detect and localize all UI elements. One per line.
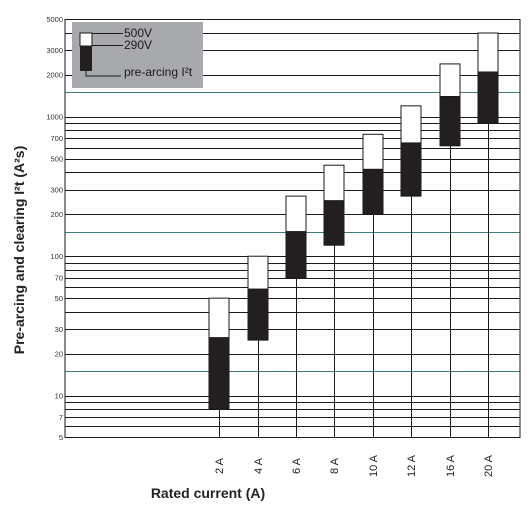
legend-clearing-swatch xyxy=(79,32,93,47)
x-tick-label: 4 A xyxy=(253,457,265,474)
x-tick-label: 8 A xyxy=(329,457,341,474)
x-axis-label: Rated current (A) xyxy=(151,485,265,501)
bar-pre-arcing-12a xyxy=(400,142,422,197)
y-tick-label: 500 xyxy=(50,155,63,164)
legend: 500V 290V pre-arcing I²t xyxy=(72,22,203,88)
bar-pre-arcing-2a xyxy=(208,337,230,410)
bar-clearing-4a xyxy=(247,255,269,290)
bar-pre-arcing-20a xyxy=(477,71,499,124)
y-tick-label: 20 xyxy=(55,349,63,358)
bar-clearing-6a xyxy=(285,195,307,233)
y-tick-label: 3000 xyxy=(46,46,63,55)
x-tick-label: 12 A xyxy=(406,454,418,477)
y-tick-label: 2000 xyxy=(46,71,63,80)
x-tick-label: 16 A xyxy=(445,454,457,477)
bar-pre-arcing-10a xyxy=(362,168,384,215)
y-tick-label: 30 xyxy=(55,325,63,334)
x-tick-label: 6 A xyxy=(291,457,303,474)
y-tick-label: 5 xyxy=(59,433,63,442)
y-tick-label: 50 xyxy=(55,294,63,303)
legend-pre-arcing-swatch xyxy=(80,46,92,71)
legend-label-290v: 290V xyxy=(124,38,152,52)
y-axis-label: Pre-arcing and clearing I²t (A²s) xyxy=(11,146,27,354)
bar-clearing-20a xyxy=(477,32,499,73)
y-tick-label: 100 xyxy=(50,252,63,261)
bar-clearing-12a xyxy=(400,105,422,144)
bar-pre-arcing-4a xyxy=(247,288,269,341)
y-tick-label: 200 xyxy=(50,210,63,219)
legend-label-500v: 500V xyxy=(124,26,152,40)
y-tick-label: 300 xyxy=(50,185,63,194)
y-tick-label: 70 xyxy=(55,274,63,283)
bar-pre-arcing-6a xyxy=(285,231,307,279)
bar-clearing-2a xyxy=(208,297,230,339)
y-tick-labels: 5 7 10 20 30 50 70 100 200 300 500 700 1000 2000 3000 5… xyxy=(46,15,63,442)
y-tick-label: 10 xyxy=(55,391,63,400)
x-tick-label: 2 A xyxy=(214,457,226,474)
bar-group: 2 A 4 A 6 A 8 A 10 A 12 A 16 A 20 A xyxy=(208,32,499,477)
y-tick-label: 700 xyxy=(50,134,63,143)
bar-clearing-16a xyxy=(439,63,461,98)
y-tick-label: 5000 xyxy=(46,15,63,24)
bar-clearing-8a xyxy=(323,164,345,202)
x-tick-label: 20 A xyxy=(483,454,495,477)
legend-leader-pre-arcing xyxy=(85,71,121,77)
x-tick-label: 10 A xyxy=(368,454,380,477)
plot-frame xyxy=(64,19,521,438)
bar-pre-arcing-8a xyxy=(323,200,345,246)
y-tick-label: 7 xyxy=(59,413,63,422)
bar-pre-arcing-16a xyxy=(439,96,461,147)
y-tick-label: 1000 xyxy=(46,113,63,122)
legend-label-pre-arcing: pre-arcing I²t xyxy=(124,65,193,79)
bar-clearing-10a xyxy=(362,133,384,170)
